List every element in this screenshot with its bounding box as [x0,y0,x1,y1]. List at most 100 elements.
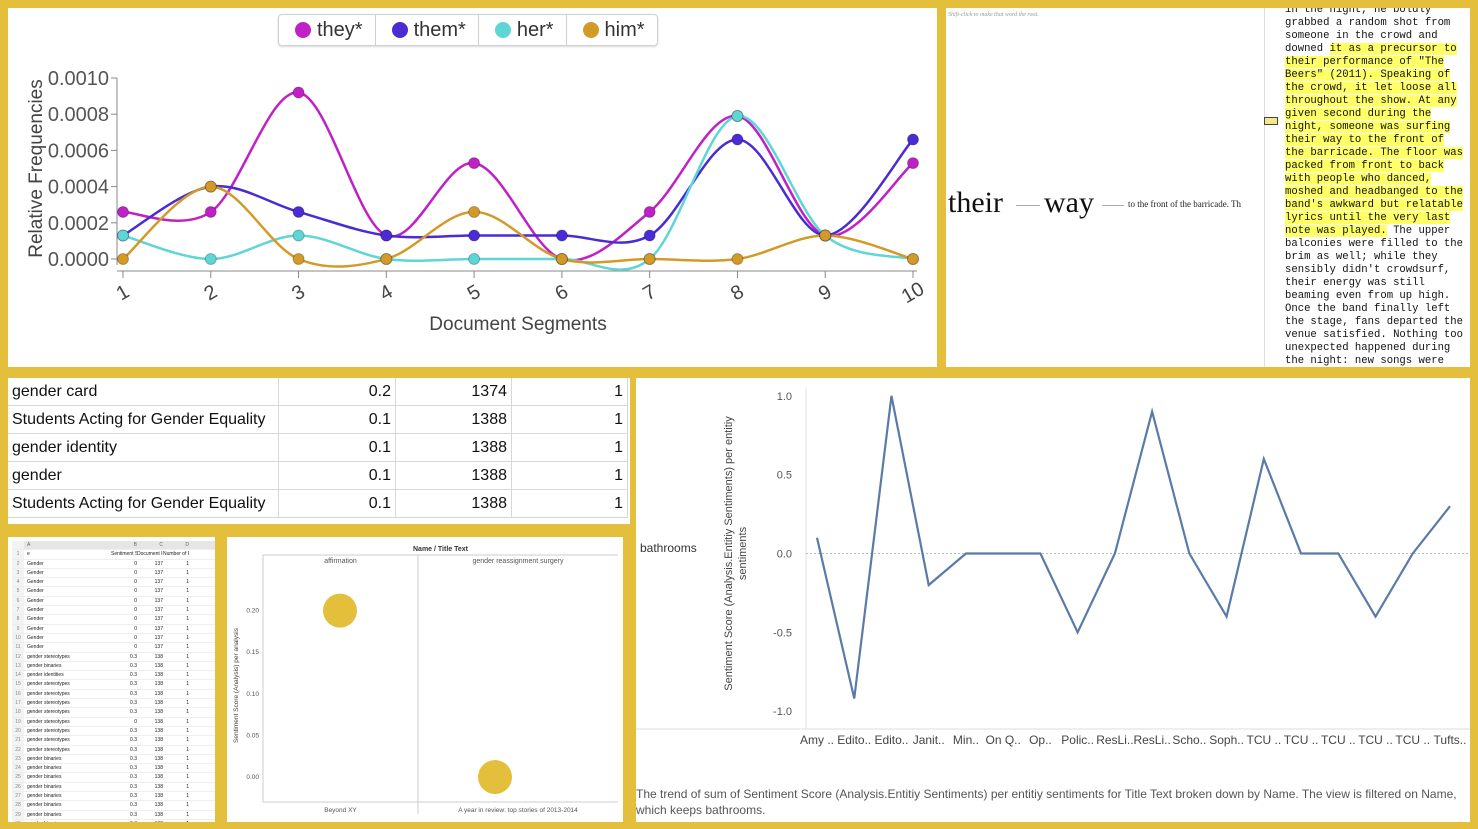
data-point[interactable] [1374,615,1378,619]
sheet-cell[interactable]: 11 [12,643,24,652]
sheet-cell[interactable]: 1 [186,644,189,651]
table-cell[interactable]: 1388 [395,461,512,490]
sheet-cell[interactable]: gender binaries [27,774,62,781]
data-point[interactable] [643,253,656,265]
table-cell[interactable]: Students Acting for Gender Equality [8,489,279,518]
sheet-cell[interactable]: 1 [186,700,189,707]
sheet-cell[interactable]: gender binaries [24,820,111,822]
sheet-cell[interactable]: gender stereotypes [27,681,70,688]
scroll-marker[interactable] [1264,117,1278,125]
data-point[interactable] [1113,552,1117,556]
data-point[interactable] [1336,552,1340,556]
sheet-cell[interactable]: 13 [12,661,24,671]
table-cell[interactable]: 1 [511,489,628,518]
data-point[interactable] [478,760,512,795]
sheet-cell[interactable]: 137 [154,579,163,586]
sheet-cell[interactable]: gender stereotypes [27,709,70,716]
data-point[interactable] [815,536,819,540]
sheet-cell[interactable]: 19 [12,717,24,726]
sheet-cell[interactable]: 10 [12,633,24,643]
sheet-cell[interactable]: 0 [134,625,137,632]
table-cell[interactable]: 0.1 [278,489,396,518]
word-tree-root-word[interactable]: their [948,186,1003,219]
data-point[interactable] [852,697,856,701]
data-point[interactable] [643,205,656,218]
sheet-cell[interactable]: 138 [154,727,163,734]
word-tree-context[interactable]: to the front of the barricade. Th [1128,199,1242,209]
sheet-cell[interactable]: 28 [12,801,24,810]
sheet-cell[interactable]: B [133,542,137,548]
sheet-cell[interactable]: 137 [154,634,163,641]
sheet-cell[interactable]: 1 [186,783,189,790]
sheet-cell[interactable]: gender stereotypes [27,653,70,660]
sheet-cell[interactable]: 138 [154,690,163,697]
data-point[interactable] [1187,552,1191,556]
sheet-cell[interactable]: 0 [134,569,137,576]
table-cell[interactable]: Students Acting for Gender Equality [8,405,279,434]
sheet-cell[interactable]: 137 [154,616,163,623]
sheet-cell[interactable]: 1 [186,755,189,762]
sheet-cell[interactable]: 0.3 [130,690,137,697]
sheet-cell[interactable]: 138 [154,746,163,753]
sheet-cell[interactable]: Gender [27,579,44,586]
sheet-cell[interactable]: C [159,542,163,548]
sheet-cell[interactable]: 22 [12,745,24,754]
sheet-cell[interactable]: 5 [12,587,24,596]
sheet-cell[interactable]: 1 [186,774,189,781]
sheet-cell[interactable]: 1 [186,672,189,679]
sheet-cell[interactable]: 1 [186,634,189,641]
sheet-cell[interactable]: gender stereotypes [27,690,70,697]
sheet-cell[interactable]: Gender [27,560,44,567]
sheet-cell[interactable]: 0 [134,560,137,567]
sheet-cell[interactable]: 6 [12,596,24,606]
sheet-cell[interactable]: gender identities [27,672,64,679]
sheet-cell[interactable]: 0.3 [130,802,137,809]
sheet-cell[interactable]: 0.3 [130,672,137,679]
data-point[interactable] [907,253,919,265]
sheet-cell[interactable] [12,541,24,550]
data-point[interactable] [1038,552,1042,556]
sheet-cell[interactable]: 138 [154,793,163,800]
sheet-cell[interactable]: 0.3 [130,709,137,716]
data-point[interactable] [292,86,305,99]
sheet-cell[interactable]: Gender [27,616,44,623]
table-cell[interactable]: 1388 [395,405,512,434]
data-point[interactable] [1262,457,1266,461]
sheet-cell[interactable]: 138 [154,700,163,707]
sheet-cell[interactable]: 138 [154,783,163,790]
data-point[interactable] [204,253,217,265]
data-point[interactable] [643,229,656,242]
sheet-cell[interactable]: 0 [134,644,137,651]
sheet-cell[interactable]: Gender [27,597,44,604]
sheet-cell[interactable]: gender binaries [27,811,62,818]
sheet-cell[interactable]: gender binaries [27,662,62,669]
sheet-cell[interactable]: gender stereotypes [27,746,70,753]
sheet-cell[interactable]: gender binaries [27,755,62,762]
table-cell[interactable]: gender identity [8,433,279,462]
data-point[interactable] [1225,615,1229,619]
legend-item[interactable]: him* [567,15,657,45]
sheet-cell[interactable]: 0 [134,579,137,586]
sheet-cell[interactable]: 0.3 [130,737,137,744]
sheet-cell[interactable]: 0.3 [130,774,137,781]
table-cell[interactable]: 0.1 [278,433,396,462]
sheet-cell[interactable]: A [27,542,31,548]
sheet-cell[interactable]: 1 [186,811,189,818]
data-point[interactable] [927,583,931,587]
legend-item[interactable]: them* [376,15,479,45]
sheet-cell[interactable]: 16 [12,689,24,699]
sheet-cell[interactable]: Gender [27,625,44,632]
sheet-cell[interactable]: 2 [12,559,24,568]
sheet-cell[interactable]: 1 [186,560,189,567]
sheet-cell[interactable]: 138 [154,709,163,716]
sheet-cell[interactable]: gender stereotypes [27,737,70,744]
sheet-cell[interactable]: 1 [186,765,189,772]
sheet-cell[interactable]: 0.3 [130,811,137,818]
sheet-cell[interactable]: 1 [12,550,24,559]
data-point[interactable] [731,253,744,265]
sheet-cell[interactable]: 0 [134,616,137,623]
sheet-cell[interactable]: 137 [154,625,163,632]
table-cell[interactable]: 0.1 [278,461,396,490]
data-point[interactable] [468,157,481,170]
data-point[interactable] [117,253,129,265]
